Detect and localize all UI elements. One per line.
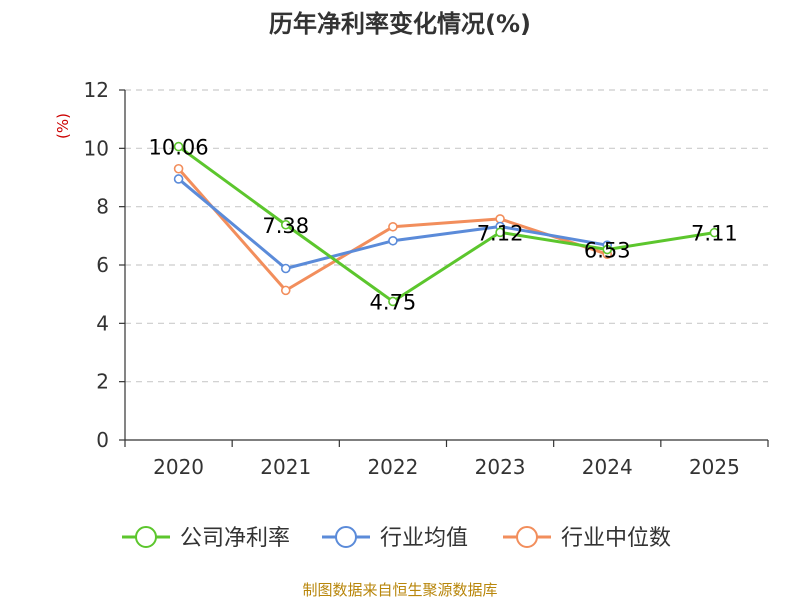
gridlines: [125, 89, 768, 383]
legend-label-0: 公司净利率: [180, 526, 290, 551]
point-0-2022: [388, 296, 398, 307]
x-tick-label-2023: 2023: [475, 455, 526, 479]
point-0-2025: [709, 227, 720, 238]
data-label-2020: 10.06: [149, 136, 209, 160]
y-tick-label-12: 12: [84, 78, 109, 102]
data-labels: 10.06 7.38 4.75 7.12 6.53 7.11: [149, 136, 738, 315]
legend-marker-0: [135, 526, 157, 548]
legend-marker-2: [516, 526, 538, 548]
data-label-2022: 4.75: [370, 290, 417, 314]
series-group: [173, 141, 720, 307]
data-label-2021: 7.38: [262, 214, 309, 238]
x-tick-label-2020: 2020: [153, 455, 204, 479]
point-0-2021: [280, 219, 291, 230]
x-tick-label-2021: 2021: [260, 455, 311, 479]
series-line-0: [177, 145, 715, 303]
y-tick-label-6: 6: [96, 253, 109, 277]
point-2-2022: [388, 221, 398, 232]
point-1-2022: [388, 235, 398, 246]
y-tick-label-4: 4: [96, 311, 109, 335]
y-tick-label-0: 0: [96, 428, 109, 452]
legend: 公司净利率 行业均值 行业中位数: [122, 526, 671, 551]
point-0-2024: [602, 244, 613, 255]
point-2-2020: [173, 163, 184, 174]
data-label-2025: 7.11: [691, 222, 738, 246]
chart-title: 历年净利率变化情况(%): [269, 10, 531, 38]
point-2-2021: [280, 285, 291, 296]
point-0-2020: [173, 141, 184, 152]
axes: 0 2 4 6 8 10 12 2020 2021 2022 2023 2024 2025: [84, 78, 769, 479]
point-1-2020: [173, 174, 184, 184]
y-tick-label-8: 8: [96, 195, 109, 219]
point-0-2023: [495, 227, 505, 238]
y-tick-label-10: 10: [84, 136, 109, 160]
x-tick-label-2024: 2024: [582, 455, 633, 479]
x-tick-label-2025: 2025: [689, 455, 740, 479]
legend-label-2: 行业中位数: [561, 526, 671, 551]
legend-label-1: 行业均值: [380, 526, 468, 551]
legend-marker-1: [335, 526, 357, 548]
data-label-2024: 6.53: [584, 239, 631, 263]
data-label-2023: 7.12: [477, 221, 524, 245]
y-tick-label-2: 2: [96, 370, 109, 394]
point-1-2021: [280, 263, 291, 274]
x-tick-label-2022: 2022: [367, 455, 418, 479]
y-axis-unit: (%): [54, 113, 72, 139]
source-note: 制图数据来自恒生聚源数据库: [302, 581, 497, 599]
